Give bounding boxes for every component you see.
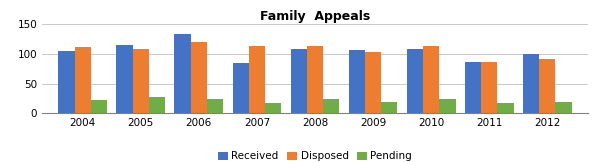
Title: Family  Appeals: Family Appeals: [260, 10, 370, 23]
Bar: [175, 34, 191, 113]
Bar: [465, 62, 481, 113]
Bar: [539, 59, 556, 113]
Bar: [497, 103, 514, 113]
Bar: [58, 51, 74, 113]
Bar: [233, 63, 249, 113]
Bar: [365, 52, 381, 113]
Bar: [407, 49, 423, 113]
Bar: [323, 99, 340, 113]
Bar: [116, 45, 133, 113]
Bar: [439, 99, 455, 113]
Bar: [191, 41, 207, 113]
Bar: [149, 97, 165, 113]
Legend: Received, Disposed, Pending: Received, Disposed, Pending: [214, 147, 416, 162]
Bar: [423, 46, 439, 113]
Bar: [307, 46, 323, 113]
Bar: [265, 103, 281, 113]
Bar: [74, 47, 91, 113]
Bar: [556, 102, 572, 113]
Bar: [290, 49, 307, 113]
Bar: [481, 62, 497, 113]
Bar: [381, 102, 397, 113]
Bar: [523, 54, 539, 113]
Bar: [349, 50, 365, 113]
Bar: [249, 46, 265, 113]
Bar: [91, 100, 107, 113]
Bar: [207, 98, 223, 113]
Bar: [133, 49, 149, 113]
